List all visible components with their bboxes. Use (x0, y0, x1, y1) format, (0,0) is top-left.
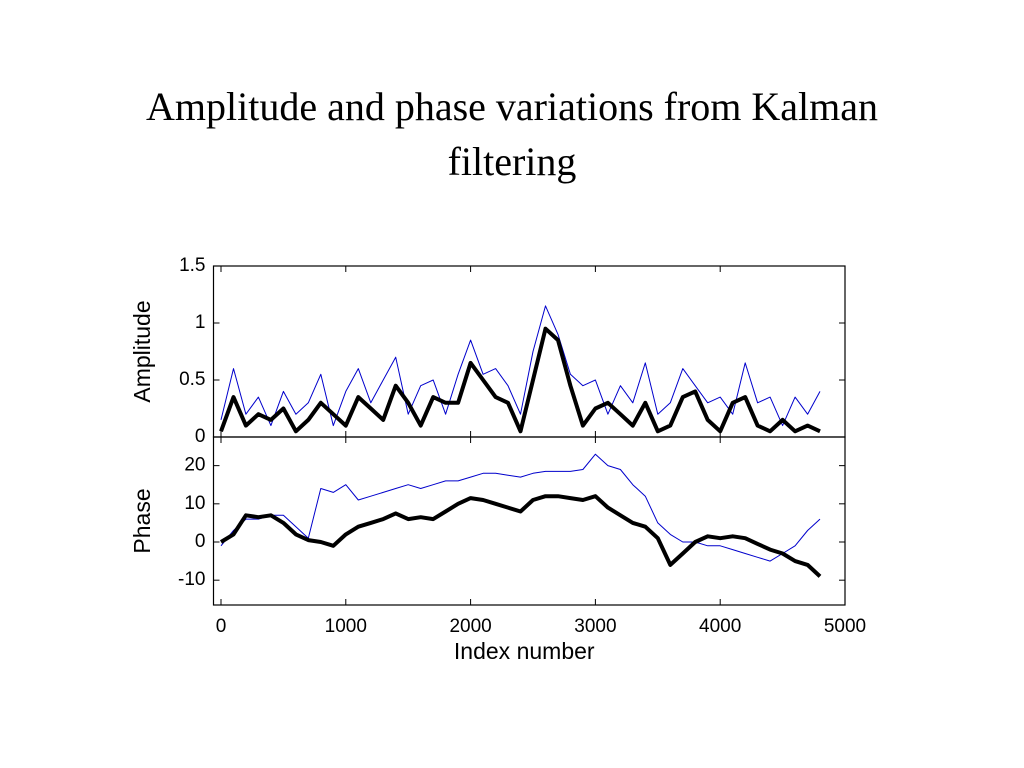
data-line (220, 453, 821, 562)
x-tick-label: 0 (216, 616, 227, 637)
data-line (219, 326, 821, 434)
y-tick-label: 1.5 (179, 255, 205, 276)
data-line (220, 305, 821, 427)
x-tick-label: 5000 (824, 616, 866, 637)
y-tick-label: 1 (195, 312, 206, 333)
y-tick-label: 10 (184, 493, 205, 514)
y-axis-label: Phase (129, 488, 155, 553)
x-axis-label: Index number (454, 638, 595, 664)
y-tick-label: 20 (184, 455, 205, 476)
y-tick-label: 0 (195, 531, 206, 552)
x-tick-label: 4000 (699, 616, 741, 637)
y-axis-label: Amplitude (129, 300, 155, 402)
x-tick-label: 1000 (325, 616, 367, 637)
plot-frame (212, 436, 846, 606)
y-tick-label: -10 (178, 569, 205, 590)
x-tick-label: 3000 (574, 616, 616, 637)
x-tick-label: 2000 (449, 616, 491, 637)
data-line (219, 494, 822, 578)
y-tick-label: 0 (195, 426, 206, 447)
y-tick-label: 0.5 (179, 369, 205, 390)
slide-title: Amplitude and phase variations from Kalm… (146, 84, 878, 184)
